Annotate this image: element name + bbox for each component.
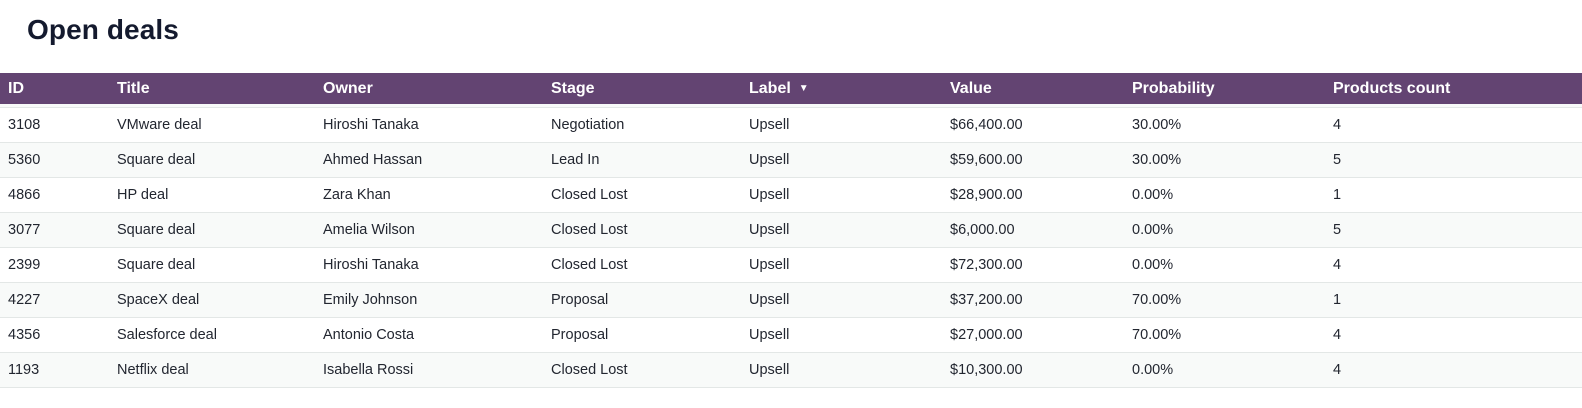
owner-cell: Amelia Wilson	[323, 222, 415, 238]
probability-cell: 0.00%	[1132, 257, 1174, 273]
probability-cell: 70.00%	[1132, 292, 1182, 308]
label-cell: Upsell	[749, 257, 790, 273]
value-cell: $72,300.00	[950, 257, 1023, 273]
column-header-label: Value	[950, 80, 992, 97]
column-header-label: Products count	[1333, 80, 1451, 97]
products-count-cell: 5	[1333, 152, 1342, 168]
title-cell: HP deal	[117, 187, 169, 203]
title-cell: SpaceX deal	[117, 292, 200, 308]
label-cell: Upsell	[749, 292, 790, 308]
owner-cell: Emily Johnson	[323, 292, 418, 308]
column-header-label: Owner	[323, 80, 373, 97]
owner-cell: Antonio Costa	[323, 327, 415, 343]
label-cell: Upsell	[749, 152, 790, 168]
stage-cell: Lead In	[551, 152, 600, 168]
table-row[interactable]: 5360 Square deal Ahmed Hassan Lead In Upsell…	[0, 143, 1582, 178]
table-row[interactable]: 2399 Square deal Hiroshi Tanaka Closed Lost…	[0, 248, 1582, 283]
table-header: ID Title Owner Stage Label ▼ Value Probab…	[0, 73, 1582, 104]
label-cell: Upsell	[749, 117, 790, 133]
value-cell: $66,400.00	[950, 117, 1023, 133]
owner-cell: Hiroshi Tanaka	[323, 257, 419, 273]
probability-cell: 70.00%	[1132, 327, 1182, 343]
products-count-cell: 4	[1333, 257, 1342, 273]
probability-cell: 30.00%	[1132, 152, 1182, 168]
value-cell: $37,200.00	[950, 292, 1023, 308]
table-row[interactable]: 4356 Salesforce deal Antonio Costa Proposal…	[0, 318, 1582, 353]
title-cell: Square deal	[117, 257, 196, 273]
column-header-label-text: Label	[749, 80, 791, 97]
column-header-id[interactable]: ID	[8, 73, 24, 104]
title-cell: Salesforce deal	[117, 327, 217, 343]
table-row[interactable]: 3108 VMware deal Hiroshi Tanaka Negotiation…	[0, 108, 1582, 143]
owner-cell: Isabella Rossi	[323, 362, 414, 378]
label-cell: Upsell	[749, 362, 790, 378]
products-count-cell: 4	[1333, 117, 1342, 133]
products-count-cell: 5	[1333, 222, 1342, 238]
deals-table: ID Title Owner Stage Label ▼ Value Probab…	[0, 73, 1582, 408]
products-count-cell: 1	[1333, 187, 1342, 203]
stage-cell: Closed Lost	[551, 362, 628, 378]
column-header-owner[interactable]: Owner	[323, 73, 373, 104]
title-cell: Square deal	[117, 152, 196, 168]
label-cell: Upsell	[749, 187, 790, 203]
owner-cell: Hiroshi Tanaka	[323, 117, 419, 133]
value-cell: $28,900.00	[950, 187, 1023, 203]
column-header-label: Title	[117, 80, 150, 97]
products-count-cell: 4	[1333, 362, 1342, 378]
products-count-cell: 4	[1333, 327, 1342, 343]
table-row[interactable]: 3077 Square deal Amelia Wilson Closed Lost U…	[0, 213, 1582, 248]
column-header-label: Stage	[551, 80, 595, 97]
table-row[interactable]: 4227 SpaceX deal Emily Johnson Proposal Upse…	[0, 283, 1582, 318]
page-title: Open deals	[27, 14, 179, 45]
column-header-products-count[interactable]: Products count	[1333, 73, 1450, 104]
stage-cell: Proposal	[551, 292, 609, 308]
products-count-cell: 1	[1333, 292, 1342, 308]
caret-down-icon: ▼	[798, 83, 809, 94]
id-cell: 2399	[8, 257, 41, 273]
stage-cell: Closed Lost	[551, 187, 628, 203]
owner-cell: Zara Khan	[323, 187, 391, 203]
title-cell: Square deal	[117, 222, 196, 238]
id-cell: 1193	[8, 362, 40, 378]
table-row[interactable]: 1193 Netflix deal Isabella Rossi Closed Los…	[0, 353, 1582, 388]
stage-cell: Closed Lost	[551, 257, 628, 273]
value-cell: $59,600.00	[950, 152, 1023, 168]
id-cell: 5360	[8, 152, 41, 168]
table-row[interactable]: 4866 HP deal Zara Khan Closed Lost Upsell $28…	[0, 178, 1582, 213]
column-header-value[interactable]: Value	[950, 73, 992, 104]
id-cell: 4227	[8, 292, 41, 308]
title-cell: VMware deal	[117, 117, 202, 133]
column-header-label: Probability	[1132, 80, 1215, 97]
column-header-label: ID	[8, 80, 24, 97]
label-cell: Upsell	[749, 222, 790, 238]
stage-cell: Negotiation	[551, 117, 625, 133]
label-cell: Upsell	[749, 327, 790, 343]
owner-cell: Ahmed Hassan	[323, 152, 423, 168]
probability-cell: 0.00%	[1132, 187, 1174, 203]
value-cell: $27,000.00	[950, 327, 1023, 343]
column-header-title[interactable]: Title	[117, 73, 150, 104]
probability-cell: 30.00%	[1132, 117, 1182, 133]
stage-cell: Closed Lost	[551, 222, 628, 238]
value-cell: $6,000.00	[950, 222, 1015, 238]
column-header-stage[interactable]: Stage	[551, 73, 595, 104]
column-header-probability[interactable]: Probability	[1132, 73, 1215, 104]
id-cell: 3108	[8, 117, 41, 133]
value-cell: $10,300.00	[950, 362, 1023, 378]
probability-cell: 0.00%	[1132, 222, 1174, 238]
probability-cell: 0.00%	[1132, 362, 1174, 378]
id-cell: 3077	[8, 222, 41, 238]
column-header-label[interactable]: Label ▼	[749, 73, 809, 104]
id-cell: 4866	[8, 187, 41, 203]
title-cell: Netflix deal	[117, 362, 189, 378]
id-cell: 4356	[8, 327, 41, 343]
stage-cell: Proposal	[551, 327, 609, 343]
